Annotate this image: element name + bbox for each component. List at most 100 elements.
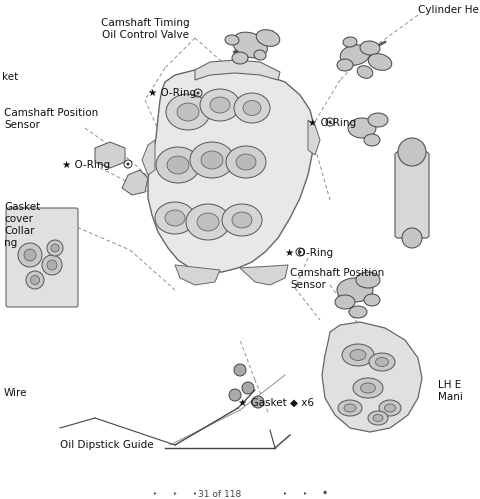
Circle shape xyxy=(402,228,422,248)
Ellipse shape xyxy=(186,204,230,240)
Circle shape xyxy=(47,240,63,256)
Circle shape xyxy=(234,364,246,376)
Text: Oil Dipstick Guide: Oil Dipstick Guide xyxy=(60,440,154,450)
Ellipse shape xyxy=(155,202,195,234)
FancyBboxPatch shape xyxy=(6,208,78,307)
Polygon shape xyxy=(122,170,148,195)
Text: cover: cover xyxy=(4,214,33,224)
Text: ★ O-Ring: ★ O-Ring xyxy=(148,88,196,98)
Ellipse shape xyxy=(360,383,375,393)
Circle shape xyxy=(196,91,200,94)
Ellipse shape xyxy=(375,357,388,366)
Polygon shape xyxy=(195,60,280,80)
Ellipse shape xyxy=(254,50,266,60)
Ellipse shape xyxy=(353,378,383,398)
Text: ▸: ▸ xyxy=(154,490,156,495)
Text: Camshaft Position
Sensor: Camshaft Position Sensor xyxy=(4,108,98,130)
Polygon shape xyxy=(175,265,220,285)
Ellipse shape xyxy=(357,66,373,78)
Text: ket: ket xyxy=(2,72,18,82)
Ellipse shape xyxy=(384,404,396,412)
Ellipse shape xyxy=(337,278,373,302)
Ellipse shape xyxy=(335,295,355,309)
Polygon shape xyxy=(148,68,315,272)
Text: Camshaft Position
Sensor: Camshaft Position Sensor xyxy=(290,268,384,289)
Text: ▸: ▸ xyxy=(193,490,196,495)
Ellipse shape xyxy=(343,37,357,47)
Ellipse shape xyxy=(338,400,362,416)
Ellipse shape xyxy=(167,156,189,174)
Text: ★ Gasket ◆ x6: ★ Gasket ◆ x6 xyxy=(238,398,314,408)
Ellipse shape xyxy=(197,213,219,231)
Circle shape xyxy=(31,275,39,284)
Ellipse shape xyxy=(166,94,210,130)
Text: ◆: ◆ xyxy=(323,490,327,495)
Text: ▸: ▸ xyxy=(284,490,287,495)
Circle shape xyxy=(26,271,44,289)
Ellipse shape xyxy=(348,118,376,138)
Circle shape xyxy=(18,243,42,267)
Ellipse shape xyxy=(379,400,401,416)
Ellipse shape xyxy=(356,272,380,288)
Polygon shape xyxy=(240,265,288,285)
Ellipse shape xyxy=(360,41,380,55)
Circle shape xyxy=(127,163,130,166)
Ellipse shape xyxy=(222,204,262,236)
Text: ★ O-Ring: ★ O-Ring xyxy=(285,248,333,258)
Ellipse shape xyxy=(165,210,185,226)
Ellipse shape xyxy=(368,113,388,127)
Ellipse shape xyxy=(364,294,380,306)
Ellipse shape xyxy=(243,100,261,115)
FancyBboxPatch shape xyxy=(395,152,429,238)
Circle shape xyxy=(51,244,59,252)
Ellipse shape xyxy=(236,154,256,170)
Ellipse shape xyxy=(225,35,239,45)
Ellipse shape xyxy=(177,103,199,121)
Ellipse shape xyxy=(234,93,270,123)
Polygon shape xyxy=(95,142,125,168)
Circle shape xyxy=(299,250,301,253)
Circle shape xyxy=(24,249,36,261)
Text: Collar: Collar xyxy=(4,226,35,236)
Ellipse shape xyxy=(226,146,266,178)
Text: ▸: ▸ xyxy=(174,490,176,495)
Ellipse shape xyxy=(337,59,353,71)
Ellipse shape xyxy=(200,89,240,121)
Circle shape xyxy=(252,396,264,408)
Text: ng: ng xyxy=(4,238,17,248)
Text: Gasket: Gasket xyxy=(4,202,40,212)
Text: Cylinder He: Cylinder He xyxy=(418,5,479,15)
Circle shape xyxy=(42,255,62,275)
Ellipse shape xyxy=(232,52,248,64)
Ellipse shape xyxy=(190,142,234,178)
Circle shape xyxy=(398,138,426,166)
Ellipse shape xyxy=(350,349,366,360)
Text: ▸: ▸ xyxy=(304,490,306,495)
Ellipse shape xyxy=(233,32,267,58)
Circle shape xyxy=(47,260,57,270)
Ellipse shape xyxy=(210,97,230,113)
Ellipse shape xyxy=(368,54,392,70)
Ellipse shape xyxy=(373,415,383,422)
Circle shape xyxy=(242,382,254,394)
Ellipse shape xyxy=(256,29,280,46)
Text: ★ O-Ring: ★ O-Ring xyxy=(62,160,110,170)
Ellipse shape xyxy=(344,404,356,412)
Ellipse shape xyxy=(364,134,380,146)
Text: LH E
Mani: LH E Mani xyxy=(438,380,463,402)
Ellipse shape xyxy=(368,411,388,425)
Ellipse shape xyxy=(349,306,367,318)
Text: Wire: Wire xyxy=(4,388,27,398)
Ellipse shape xyxy=(201,151,223,169)
Ellipse shape xyxy=(342,344,374,366)
Polygon shape xyxy=(322,322,422,432)
Text: ★ O-Ring: ★ O-Ring xyxy=(308,118,356,128)
Ellipse shape xyxy=(232,212,252,228)
Ellipse shape xyxy=(369,353,395,371)
Circle shape xyxy=(229,389,241,401)
Polygon shape xyxy=(142,140,155,175)
Text: Camshaft Timing
Oil Control Valve: Camshaft Timing Oil Control Valve xyxy=(101,18,189,39)
Circle shape xyxy=(328,120,332,123)
Polygon shape xyxy=(308,120,320,155)
Ellipse shape xyxy=(156,147,200,183)
